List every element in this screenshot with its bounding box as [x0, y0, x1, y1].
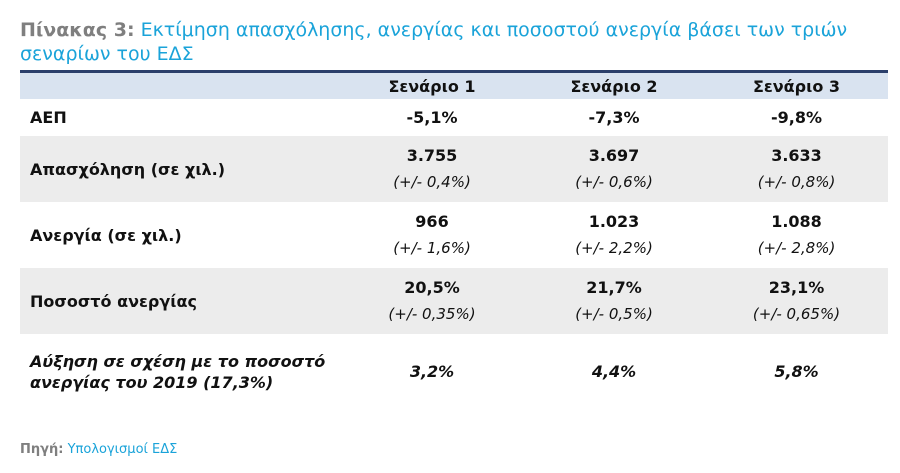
cell-value: 3.755 — [406, 146, 458, 165]
cell: -5,1% — [341, 99, 523, 136]
table-caption: Εκτίμηση απασχόλησης, ανεργίας και ποσοσ… — [20, 19, 848, 65]
cell: 1.088 (+/- 2,8%) — [705, 202, 888, 268]
table-row: Αύξηση σε σχέση με το ποσοστό ανεργίας τ… — [20, 334, 888, 409]
scenario-table: Σενάριο 1 Σενάριο 2 Σενάριο 3 ΑΕΠ -5,1% … — [20, 73, 888, 409]
header-rule — [20, 70, 888, 73]
cell-value: -7,3% — [588, 107, 640, 127]
row-label: ΑΕΠ — [30, 108, 67, 127]
cell-value: 966 — [415, 212, 449, 231]
source-note: Πηγή: Υπολογισμοί ΕΔΣ — [20, 442, 177, 457]
cell-value: 4,4% — [591, 361, 637, 381]
cell-value: 5,8% — [774, 361, 819, 381]
cell-value: 3.633 — [771, 146, 822, 165]
table-row: Απασχόληση (σε χιλ.) 3.755 (+/- 0,4%) 3.… — [20, 136, 888, 202]
cell: 3,2% — [341, 334, 523, 409]
cell-range: (+/- 0,5%) — [575, 305, 653, 323]
cell: 3.633 (+/- 0,8%) — [705, 136, 888, 202]
header-scenario-1: Σενάριο 1 — [341, 73, 523, 99]
cell-value: 21,7% — [586, 278, 642, 297]
cell-value: 3.697 — [588, 146, 640, 165]
cell: -9,8% — [705, 99, 888, 136]
cell-value: 3,2% — [409, 361, 455, 381]
cell-range: (+/- 0,8%) — [757, 173, 836, 191]
cell-value: 1.023 — [588, 212, 640, 231]
cell-value: 1.088 — [771, 212, 822, 231]
cell: 5,8% — [705, 334, 888, 409]
cell: 966 (+/- 1,6%) — [341, 202, 523, 268]
table-row: Ανεργία (σε χιλ.) 966 (+/- 1,6%) 1.023 (… — [20, 202, 888, 268]
cell: 21,7% (+/- 0,5%) — [523, 268, 705, 334]
table-row: Ποσοστό ανεργίας 20,5% (+/- 0,35%) 21,7%… — [20, 268, 888, 334]
cell-value: 23,1% — [768, 278, 825, 297]
cell-value: -5,1% — [406, 107, 458, 127]
row-label: Απασχόληση (σε χιλ.) — [20, 136, 341, 202]
source-value: Υπολογισμοί ΕΔΣ — [67, 442, 178, 457]
header-scenario-2: Σενάριο 2 — [523, 73, 705, 99]
cell: 4,4% — [523, 334, 705, 409]
row-label: Αύξηση σε σχέση με το ποσοστό ανεργίας τ… — [30, 351, 326, 392]
cell-value: -9,8% — [770, 107, 822, 127]
cell-range: (+/- 0,6%) — [575, 173, 653, 191]
table-title: Πίνακας 3: Εκτίμηση απασχόλησης, ανεργία… — [20, 18, 890, 66]
cell: 3.755 (+/- 0,4%) — [341, 136, 523, 202]
table-number: Πίνακας 3: — [20, 19, 135, 41]
cell-range: (+/- 1,6%) — [393, 239, 471, 257]
cell: -7,3% — [523, 99, 705, 136]
cell: 3.697 (+/- 0,6%) — [523, 136, 705, 202]
header-row: Σενάριο 1 Σενάριο 2 Σενάριο 3 — [20, 73, 888, 99]
row-label: Ποσοστό ανεργίας — [20, 268, 341, 334]
header-empty — [20, 73, 341, 99]
cell: 20,5% (+/- 0,35%) — [341, 268, 523, 334]
row-label: Ανεργία (σε χιλ.) — [30, 225, 182, 245]
cell: 1.023 (+/- 2,2%) — [523, 202, 705, 268]
cell-value: 20,5% — [404, 278, 460, 297]
cell-range: (+/- 2,2%) — [575, 239, 653, 257]
cell-range: (+/- 0,35%) — [388, 305, 476, 323]
cell-range: (+/- 0,65%) — [752, 305, 841, 323]
cell: 23,1% (+/- 0,65%) — [705, 268, 888, 334]
cell-range: (+/- 0,4%) — [393, 173, 471, 191]
source-label: Πηγή: — [20, 442, 64, 457]
cell-range: (+/- 2,8%) — [757, 239, 836, 257]
header-scenario-3: Σενάριο 3 — [705, 73, 888, 99]
table-row: ΑΕΠ -5,1% -7,3% -9,8% — [20, 99, 888, 136]
